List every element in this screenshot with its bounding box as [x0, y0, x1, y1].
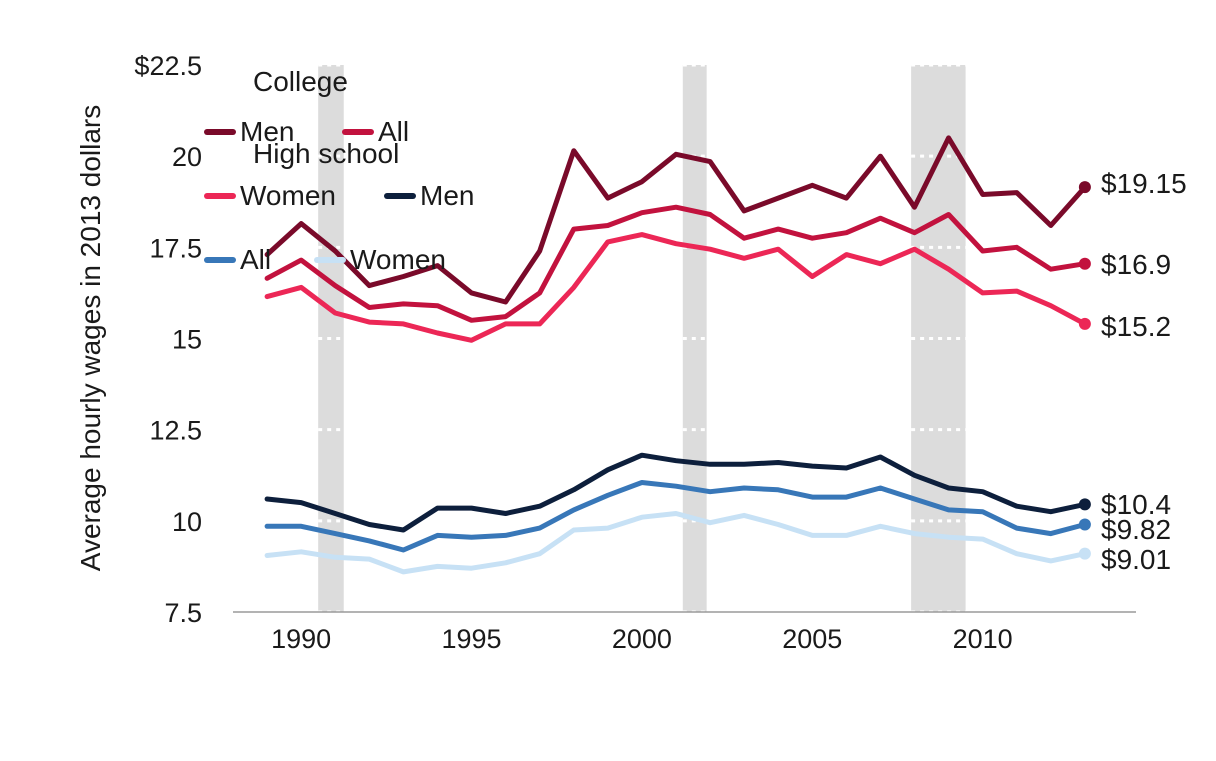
series-lines [264, 135, 1091, 575]
y-tick-label: 20 [172, 142, 202, 172]
series-end-point [1078, 518, 1091, 531]
series-end-point [1078, 498, 1091, 511]
y-tick-label: 15 [172, 325, 202, 355]
series-line [264, 204, 1088, 323]
legend-label: All [378, 116, 409, 147]
series-end-label: $16.9 [1101, 249, 1171, 280]
x-tick-label: 2005 [782, 624, 842, 654]
y-tick-label: 12.5 [149, 416, 202, 446]
legend-label: Women [350, 244, 446, 275]
y-tick-label: 7.5 [164, 598, 202, 628]
series-end-point [1078, 181, 1091, 194]
series-line [264, 480, 1088, 553]
series-end-label: $9.01 [1101, 544, 1171, 575]
x-tick-label: 2000 [612, 624, 672, 654]
x-tick-label: 1990 [271, 624, 331, 654]
legend-label: Men [420, 180, 474, 211]
series-end-label: $10.4 [1101, 489, 1171, 520]
legend-label: Women [240, 180, 336, 211]
y-tick-label: 10 [172, 507, 202, 537]
y-tick-labels: 7.5 10 12.5 15 17.5 20 $22.5 [134, 51, 202, 628]
x-tick-labels: 1990 1995 2000 2005 2010 [271, 624, 1013, 654]
series-end-point [1078, 547, 1091, 560]
legend-label: All [240, 244, 271, 275]
series-line [264, 511, 1088, 575]
series-end-point [1078, 257, 1091, 270]
series-end-point [1078, 317, 1091, 330]
series-end-label: $15.2 [1101, 311, 1171, 342]
x-tick-label: 2010 [953, 624, 1013, 654]
series-line [264, 452, 1088, 533]
axes: Average hourly wages in 2013 dollars [75, 105, 1136, 613]
y-axis-title: Average hourly wages in 2013 dollars [75, 105, 106, 571]
end-labels: $19.15 $16.9 $15.2 $10.4$9.82$9.01 [1101, 168, 1187, 575]
legend-label: Men [240, 116, 294, 147]
y-tick-label: 17.5 [149, 233, 202, 263]
legend-group-title: High school [253, 138, 399, 169]
legend-group-title: College [253, 66, 348, 97]
x-tick-label: 1995 [441, 624, 501, 654]
series-line [264, 135, 1088, 305]
series-end-label: $19.15 [1101, 168, 1187, 199]
series-end-label: $9.82 [1101, 514, 1171, 545]
y-tick-label: $22.5 [134, 51, 202, 81]
series-line [264, 232, 1088, 343]
